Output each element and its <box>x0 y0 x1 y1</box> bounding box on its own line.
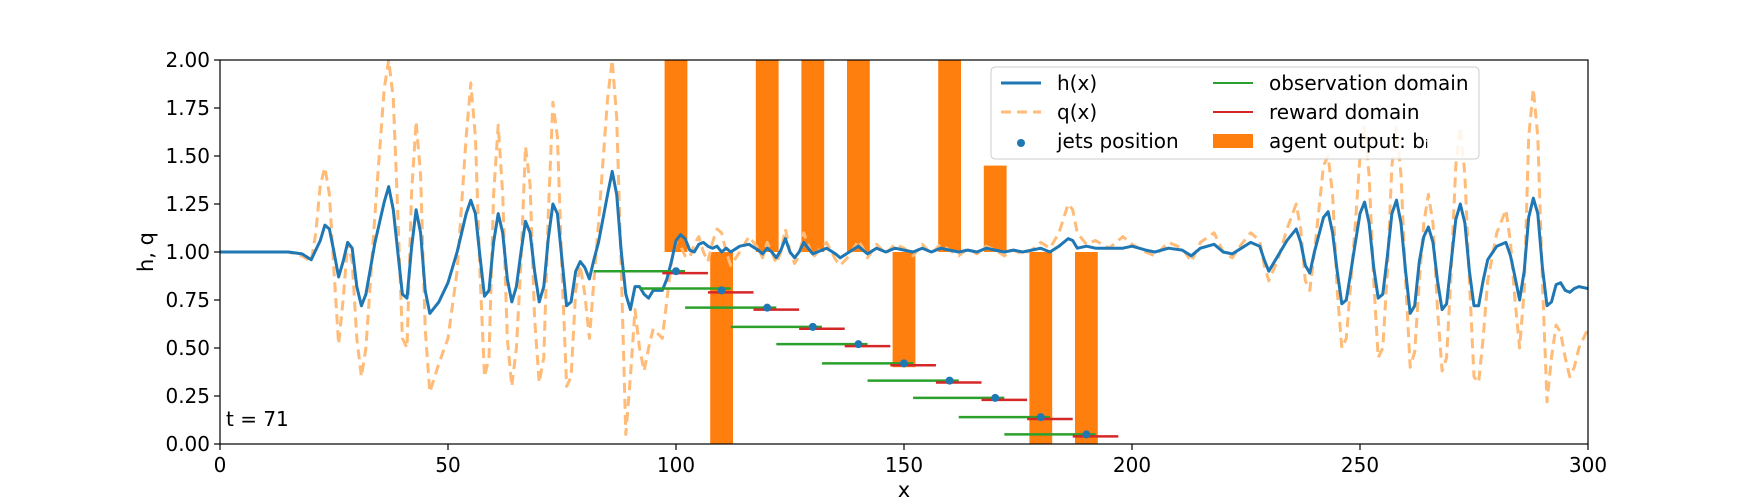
agent-output-bar <box>664 60 688 252</box>
axes: 0 50 100 150 200 250 300 0.00 0.25 0.50 0.75 1.00 1.… <box>165 48 1607 477</box>
y-tick-label: 0.75 <box>165 288 210 312</box>
jet-marker <box>808 322 817 331</box>
legend-label: reward domain <box>1269 100 1420 124</box>
jet-marker <box>763 303 772 312</box>
x-tick-label: 200 <box>1113 453 1151 477</box>
legend-label: jets position <box>1056 129 1179 153</box>
agent-output-bar <box>710 252 733 444</box>
y-tick-label: 0.25 <box>165 384 210 408</box>
x-tick-label: 150 <box>885 453 923 477</box>
jet-marker <box>717 286 726 295</box>
jet-marker <box>991 393 1000 402</box>
jet-marker <box>672 267 680 276</box>
agent-output-bar <box>755 60 779 252</box>
legend-label: observation domain <box>1269 71 1469 95</box>
y-tick-label: 1.75 <box>165 96 210 120</box>
jet-markers <box>672 267 1091 439</box>
y-axis-label: h, q <box>134 232 158 272</box>
h-series-line <box>220 169 1588 315</box>
agent-output-bar <box>1029 252 1053 444</box>
y-tick-label: 1.50 <box>165 144 210 168</box>
series-lines <box>220 60 1588 436</box>
legend-label: h(x) <box>1057 71 1097 95</box>
x-axis-label: x <box>898 478 910 497</box>
jet-marker <box>1082 430 1091 439</box>
legend: h(x) observation domain q(x) reward domain j… <box>990 66 1480 160</box>
y-tick-label: 0.50 <box>165 336 210 360</box>
y-tick-label: 0.00 <box>165 432 210 456</box>
jet-marker <box>854 340 863 349</box>
x-tick-label: 100 <box>657 453 695 477</box>
agent-output-bars <box>664 60 1098 444</box>
agent-output-bar <box>847 60 870 252</box>
time-annotation: t = 71 <box>226 407 289 431</box>
y-tick-label: 1.25 <box>165 192 210 216</box>
x-tick-label: 300 <box>1569 453 1607 477</box>
jet-marker <box>900 359 908 368</box>
x-tick-label: 50 <box>435 453 460 477</box>
x-tick-label: 250 <box>1341 453 1379 477</box>
y-tick-label: 2.00 <box>165 48 210 72</box>
agent-output-bar <box>938 60 961 252</box>
legend-handle <box>1017 139 1025 147</box>
agent-output-bar <box>1075 252 1098 444</box>
y-tick-label: 1.00 <box>165 240 210 264</box>
agent-output-bar <box>801 60 825 252</box>
jet-marker <box>1036 413 1045 422</box>
legend-label: q(x) <box>1057 100 1097 124</box>
legend-handle <box>1213 134 1253 148</box>
agent-output-bar <box>983 165 1007 252</box>
jet-marker <box>945 376 954 385</box>
domain-segments <box>593 269 1119 438</box>
agent-output-bar <box>892 252 916 368</box>
x-tick-label: 0 <box>214 453 227 477</box>
legend-label: agent output: bᵢ <box>1269 129 1428 153</box>
